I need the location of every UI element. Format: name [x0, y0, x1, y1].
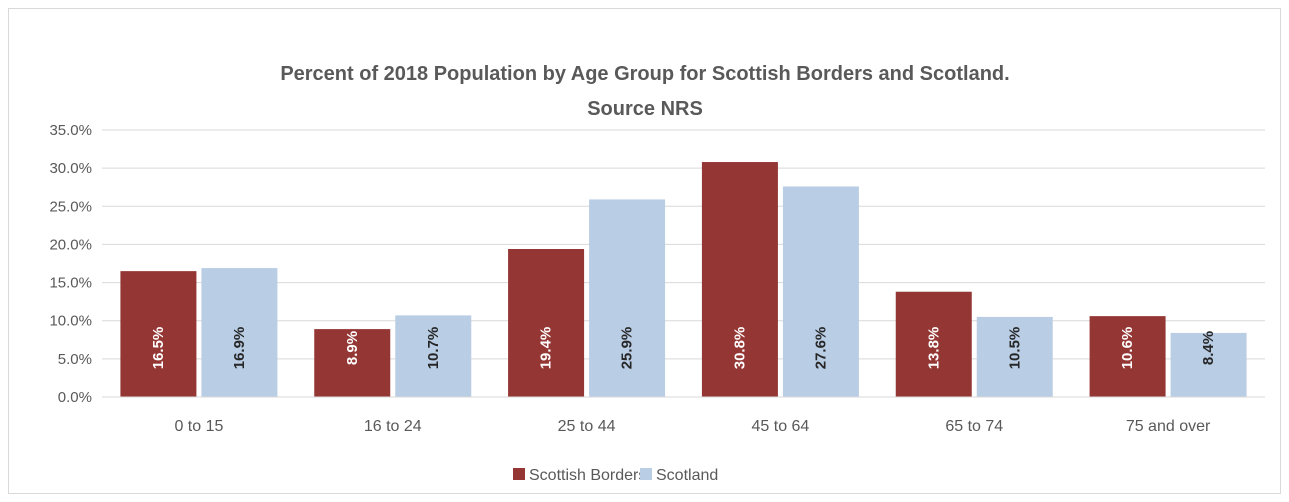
legend-label: Scottish Borders: [529, 467, 646, 484]
y-tick-label: 15.0%: [49, 275, 92, 292]
chart-title-line: Percent of 2018 Population by Age Group …: [280, 63, 1009, 85]
data-label: 25.9%: [619, 327, 636, 370]
bar-scotland: [976, 316, 1053, 397]
data-label: 10.5%: [1006, 327, 1023, 370]
data-label: 8.4%: [1200, 331, 1217, 365]
data-label: 13.8%: [925, 327, 942, 370]
x-category-label: 75 and over: [1126, 418, 1211, 435]
x-category-label: 25 to 44: [558, 418, 616, 435]
y-tick-label: 10.0%: [49, 313, 92, 330]
bar-scottish-borders: [314, 329, 391, 397]
bar-scotland: [395, 315, 472, 397]
bar-scotland: [589, 199, 666, 397]
y-tick-label: 20.0%: [49, 236, 92, 253]
y-tick-label: 5.0%: [58, 351, 92, 368]
data-label: 10.7%: [425, 327, 442, 370]
x-category-label: 65 to 74: [945, 418, 1003, 435]
legend-label: Scotland: [656, 467, 718, 484]
y-tick-label: 25.0%: [49, 198, 92, 215]
y-tick-label: 0.0%: [58, 389, 92, 406]
bar-scotland: [201, 268, 278, 397]
bar-scottish-borders: [1089, 316, 1166, 397]
legend-swatch-scotland: [640, 468, 652, 480]
bar-scottish-borders: [895, 291, 972, 397]
x-category-label: 45 to 64: [752, 418, 810, 435]
data-label: 30.8%: [731, 327, 748, 370]
y-tick-label: 35.0%: [49, 122, 92, 139]
x-category-label: 0 to 15: [174, 418, 223, 435]
x-category-label: 16 to 24: [364, 418, 422, 435]
bar-scotland: [1170, 332, 1247, 397]
chart-title-line: Source NRS: [587, 98, 703, 120]
data-label: 16.5%: [150, 327, 167, 370]
data-label: 8.9%: [344, 331, 361, 365]
bar-scottish-borders: [120, 271, 197, 397]
bar-scotland: [782, 186, 859, 397]
data-label: 27.6%: [812, 327, 829, 370]
data-label: 16.9%: [231, 327, 248, 370]
legend-swatch-scottish-borders: [513, 468, 525, 480]
y-tick-label: 30.0%: [49, 160, 92, 177]
data-label: 19.4%: [538, 327, 555, 370]
bar-scottish-borders: [508, 249, 585, 397]
data-label: 10.6%: [1119, 327, 1136, 370]
bar-scottish-borders: [701, 162, 778, 397]
